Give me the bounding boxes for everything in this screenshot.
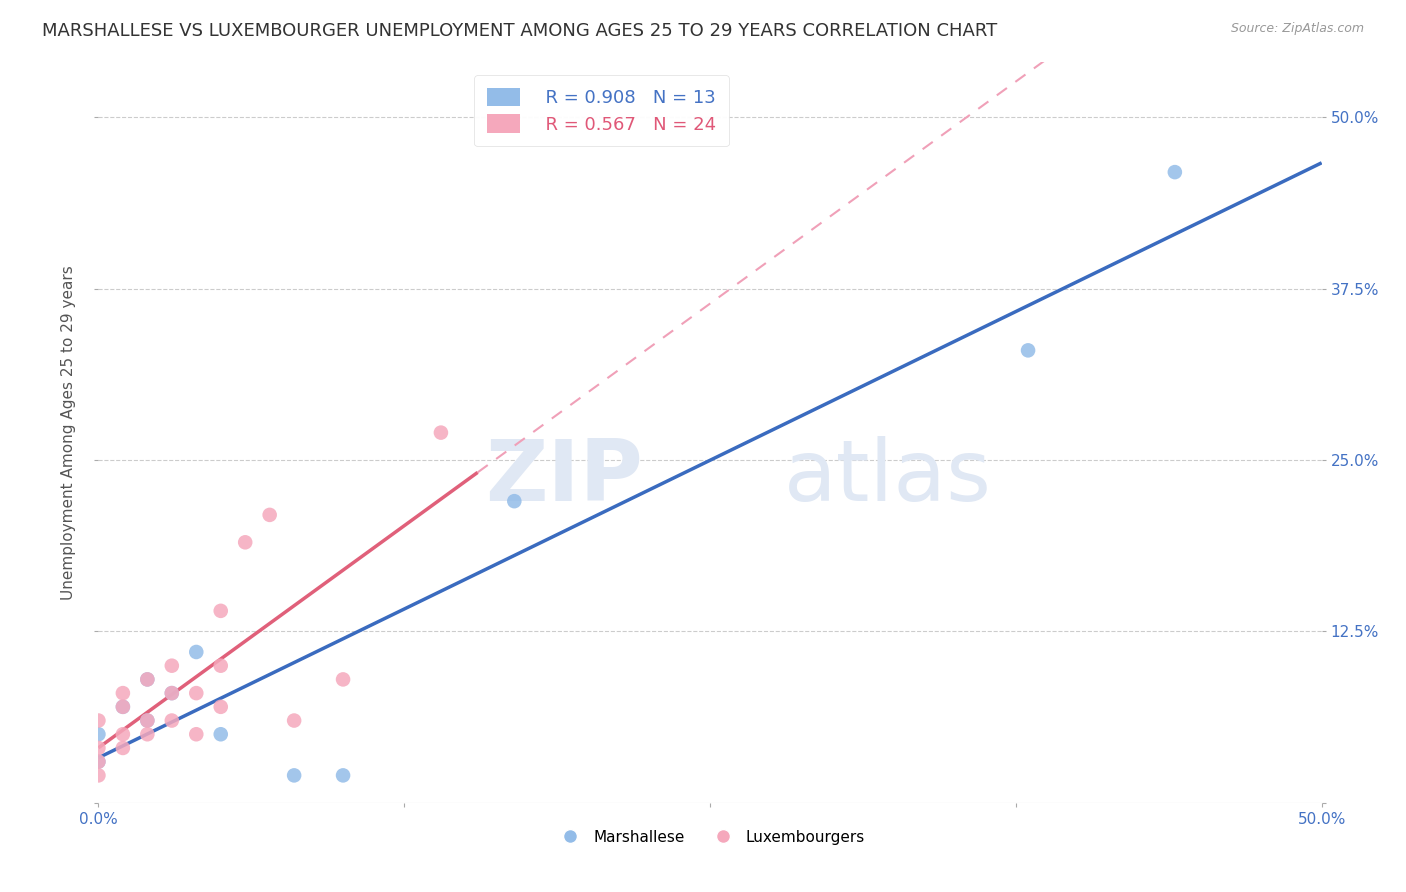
Text: Source: ZipAtlas.com: Source: ZipAtlas.com — [1230, 22, 1364, 36]
Point — [111, 699, 134, 714]
Point — [209, 604, 232, 618]
Point — [259, 508, 281, 522]
Point — [87, 755, 110, 769]
Y-axis label: Unemployment Among Ages 25 to 29 years: Unemployment Among Ages 25 to 29 years — [60, 265, 76, 600]
Point — [283, 714, 305, 728]
Point — [186, 686, 208, 700]
Point — [332, 673, 354, 687]
Point — [136, 727, 159, 741]
Point — [209, 699, 232, 714]
Text: ZIP: ZIP — [485, 435, 643, 518]
Point — [111, 727, 134, 741]
Legend: Marshallese, Luxembourgers: Marshallese, Luxembourgers — [548, 823, 872, 851]
Point — [233, 535, 256, 549]
Point — [136, 673, 159, 687]
Point — [160, 658, 183, 673]
Point — [186, 727, 208, 741]
Point — [87, 714, 110, 728]
Point — [209, 727, 232, 741]
Point — [160, 686, 183, 700]
Point — [136, 714, 159, 728]
Point — [87, 768, 110, 782]
Point — [136, 673, 159, 687]
Point — [186, 645, 208, 659]
Point — [111, 741, 134, 756]
Text: atlas: atlas — [783, 435, 991, 518]
Text: MARSHALLESE VS LUXEMBOURGER UNEMPLOYMENT AMONG AGES 25 TO 29 YEARS CORRELATION C: MARSHALLESE VS LUXEMBOURGER UNEMPLOYMENT… — [42, 22, 997, 40]
Point — [160, 686, 183, 700]
Point — [1017, 343, 1039, 358]
Point — [136, 714, 159, 728]
Point — [1164, 165, 1187, 179]
Point — [111, 686, 134, 700]
Point — [283, 768, 305, 782]
Point — [111, 699, 134, 714]
Point — [430, 425, 453, 440]
Point — [503, 494, 526, 508]
Point — [87, 741, 110, 756]
Point — [87, 727, 110, 741]
Point — [332, 768, 354, 782]
Point — [160, 714, 183, 728]
Point — [209, 658, 232, 673]
Point — [87, 755, 110, 769]
